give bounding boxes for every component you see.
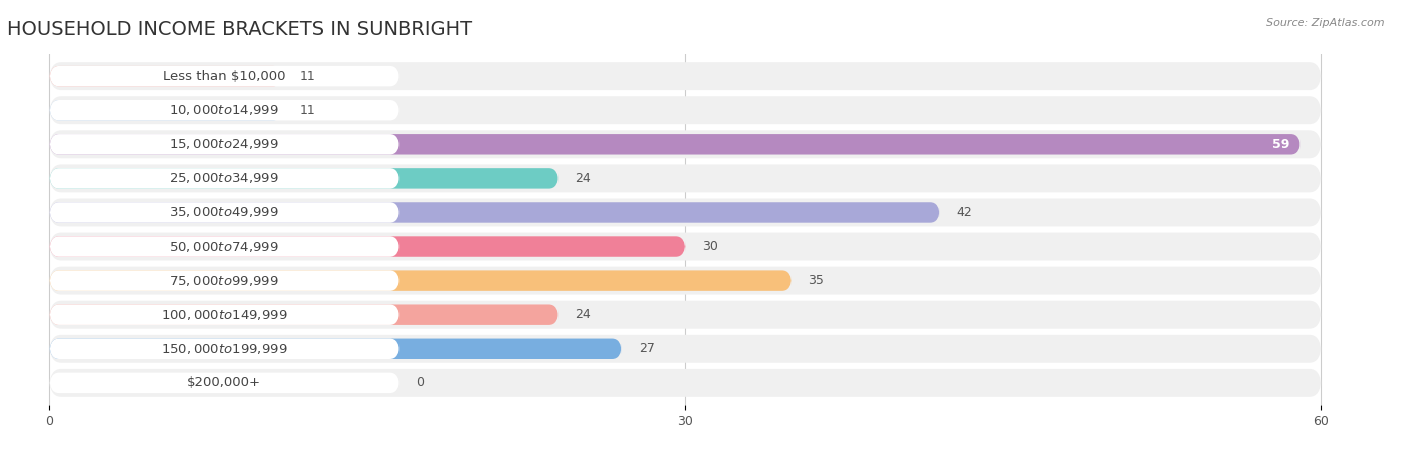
Text: HOUSEHOLD INCOME BRACKETS IN SUNBRIGHT: HOUSEHOLD INCOME BRACKETS IN SUNBRIGHT	[7, 19, 472, 39]
Text: $150,000 to $199,999: $150,000 to $199,999	[162, 342, 288, 356]
Text: $15,000 to $24,999: $15,000 to $24,999	[170, 137, 280, 151]
FancyBboxPatch shape	[49, 134, 399, 154]
Text: 35: 35	[808, 274, 824, 287]
Text: 30: 30	[703, 240, 718, 253]
FancyBboxPatch shape	[49, 100, 283, 121]
FancyBboxPatch shape	[49, 338, 399, 359]
FancyBboxPatch shape	[49, 164, 1322, 192]
FancyBboxPatch shape	[49, 270, 792, 291]
FancyBboxPatch shape	[49, 373, 399, 393]
Text: 24: 24	[575, 172, 591, 185]
Text: Source: ZipAtlas.com: Source: ZipAtlas.com	[1267, 18, 1385, 28]
FancyBboxPatch shape	[49, 270, 399, 291]
FancyBboxPatch shape	[49, 62, 1322, 90]
FancyBboxPatch shape	[49, 202, 399, 223]
Text: 11: 11	[299, 70, 315, 83]
Text: $200,000+: $200,000+	[187, 376, 262, 389]
Text: 11: 11	[299, 104, 315, 117]
FancyBboxPatch shape	[49, 301, 1322, 328]
FancyBboxPatch shape	[49, 66, 283, 86]
Text: 59: 59	[1272, 138, 1289, 151]
Text: $100,000 to $149,999: $100,000 to $149,999	[162, 308, 288, 322]
FancyBboxPatch shape	[49, 134, 1301, 154]
Text: 0: 0	[416, 376, 425, 389]
Text: $10,000 to $14,999: $10,000 to $14,999	[170, 103, 280, 117]
Text: $50,000 to $74,999: $50,000 to $74,999	[170, 239, 280, 253]
FancyBboxPatch shape	[49, 96, 1322, 124]
Text: $35,000 to $49,999: $35,000 to $49,999	[170, 206, 280, 220]
FancyBboxPatch shape	[49, 168, 558, 189]
FancyBboxPatch shape	[49, 168, 399, 189]
FancyBboxPatch shape	[49, 198, 1322, 226]
FancyBboxPatch shape	[49, 338, 621, 359]
FancyBboxPatch shape	[49, 202, 939, 223]
Text: Less than $10,000: Less than $10,000	[163, 70, 285, 83]
FancyBboxPatch shape	[49, 267, 1322, 295]
FancyBboxPatch shape	[49, 369, 1322, 397]
FancyBboxPatch shape	[49, 130, 1322, 158]
Text: $25,000 to $34,999: $25,000 to $34,999	[170, 171, 280, 185]
FancyBboxPatch shape	[49, 100, 399, 121]
FancyBboxPatch shape	[49, 335, 1322, 363]
Text: 42: 42	[956, 206, 973, 219]
Text: 24: 24	[575, 308, 591, 321]
FancyBboxPatch shape	[49, 305, 399, 325]
FancyBboxPatch shape	[49, 236, 685, 257]
FancyBboxPatch shape	[49, 305, 558, 325]
FancyBboxPatch shape	[49, 66, 399, 86]
FancyBboxPatch shape	[49, 233, 1322, 261]
FancyBboxPatch shape	[49, 236, 399, 257]
Text: $75,000 to $99,999: $75,000 to $99,999	[170, 274, 280, 288]
Text: 27: 27	[638, 342, 655, 355]
